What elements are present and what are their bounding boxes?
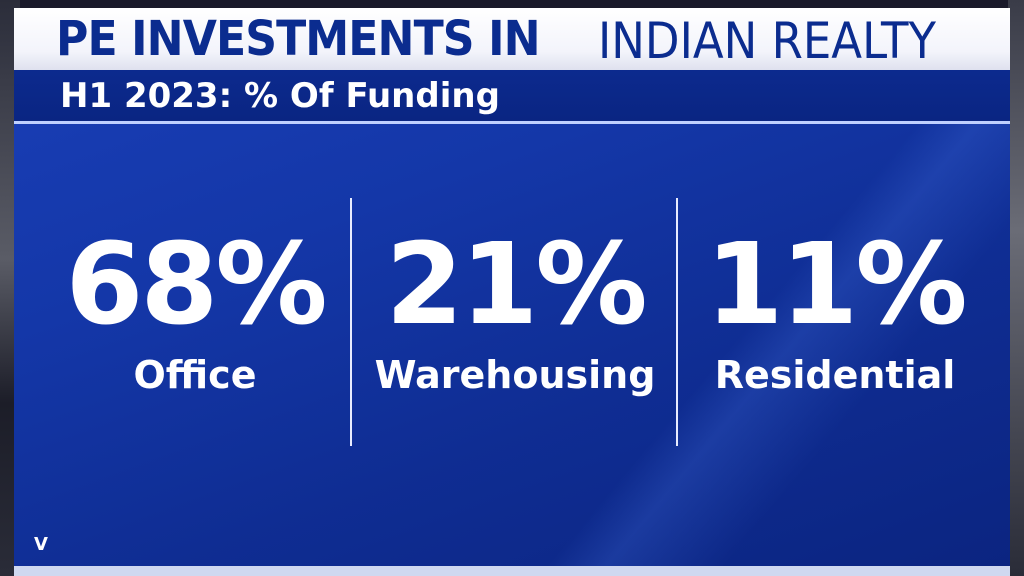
right-background-edge	[1008, 0, 1024, 576]
subtitle-bar: H1 2023: % Of Funding	[14, 70, 1010, 124]
stat-label: Residential	[714, 353, 956, 397]
subtitle-text: H1 2023: % Of Funding	[60, 76, 500, 116]
stat-divider	[350, 198, 352, 446]
bottom-strip	[14, 566, 1010, 576]
stat-divider	[676, 198, 678, 446]
title-light-text: INDIAN REALTY	[598, 12, 936, 70]
title-bold-text: PE INVESTMENTS IN	[56, 11, 541, 67]
stat-office: 68% Office	[50, 225, 340, 397]
stat-value: 21%	[385, 220, 647, 350]
stat-value: 11%	[705, 220, 967, 350]
stat-residential: 11% Residential	[690, 225, 980, 397]
title-bar: PE INVESTMENTS IN INDIAN REALTY	[14, 8, 1010, 70]
channel-logo-icon: V	[34, 534, 48, 555]
stat-label: Warehousing	[374, 353, 656, 397]
stat-label: Office	[133, 353, 257, 397]
stat-warehousing: 21% Warehousing	[360, 225, 670, 397]
stat-value: 68%	[65, 220, 327, 350]
